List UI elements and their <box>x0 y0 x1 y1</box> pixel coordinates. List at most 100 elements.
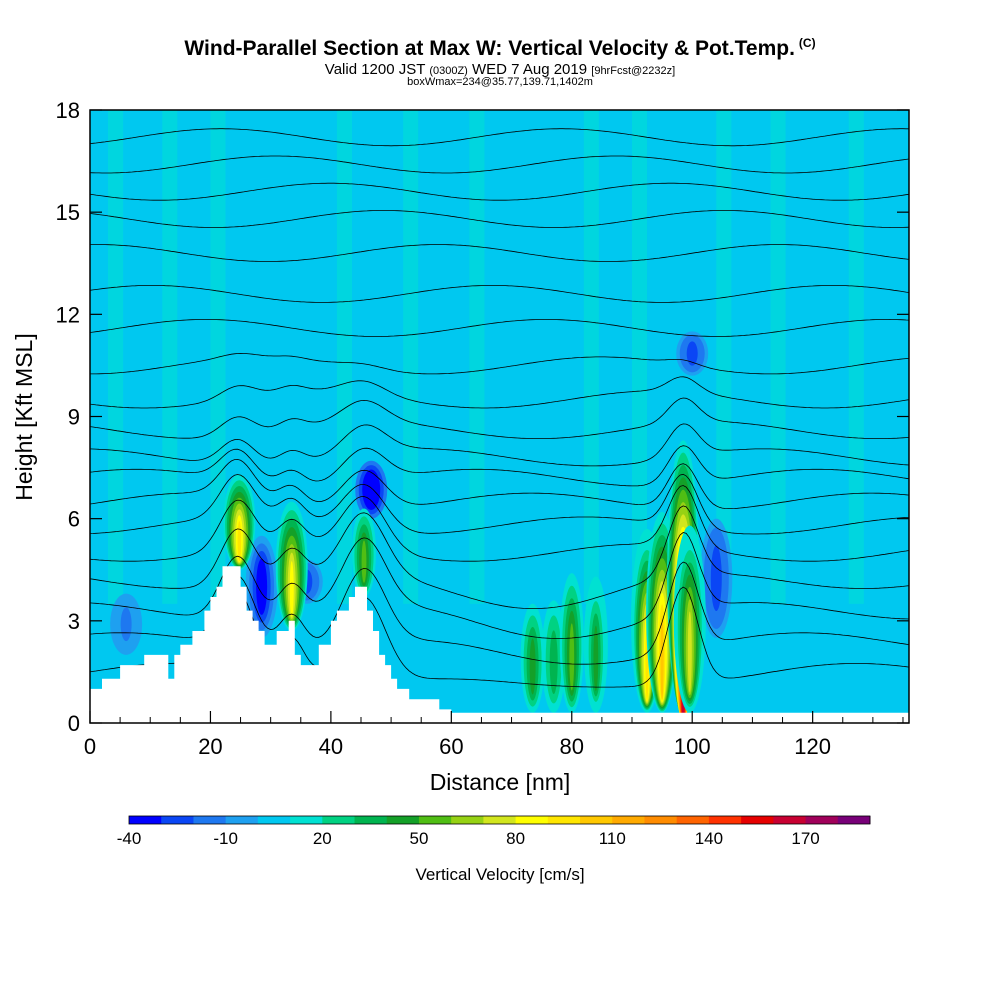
chart-title-suffix: (C) <box>798 36 816 50</box>
y-tick-label: 3 <box>68 609 80 634</box>
y-tick-label: 6 <box>68 507 80 532</box>
background-streak <box>403 110 419 604</box>
updraft-core <box>361 540 367 583</box>
colorbar-swatch <box>193 816 227 824</box>
theta-contour <box>90 473 909 535</box>
colorbar-swatch <box>547 816 581 824</box>
downdraft-core <box>365 473 377 506</box>
colorbar: -40 -10 20 50 80 110 140 170 <box>117 815 871 848</box>
colorbar-tick-label: 80 <box>506 829 525 848</box>
downdraft-core <box>256 558 268 615</box>
terrain-profile <box>90 566 909 723</box>
colorbar-tick-label: 140 <box>695 829 723 848</box>
updraft-core <box>237 521 242 562</box>
theta-contour <box>90 445 909 487</box>
colorbar-tick-label: -40 <box>117 829 142 848</box>
theta-contour <box>90 285 909 303</box>
theta-contour <box>90 128 909 147</box>
background-streak <box>770 110 786 604</box>
theta-contour <box>90 458 909 509</box>
downdraft-core <box>120 607 132 642</box>
colorbar-swatch <box>837 816 871 824</box>
background-streak <box>336 110 352 604</box>
colorbar-swatch <box>451 816 484 824</box>
background-streak <box>848 110 864 604</box>
colorbar-swatch <box>225 816 259 824</box>
background-streak <box>108 110 124 604</box>
terrain <box>90 566 909 723</box>
downdraft-core <box>686 341 698 366</box>
x-tick-label: 40 <box>319 734 343 759</box>
theta-contour <box>90 485 909 562</box>
colorbar-swatch <box>257 816 291 824</box>
x-axis-title: Distance [nm] <box>430 769 571 795</box>
colorbar-swatch <box>612 816 645 824</box>
updraft-core <box>289 561 294 617</box>
colorbar-frame <box>128 815 871 825</box>
colorbar-swatch <box>644 816 678 824</box>
theta-contour <box>90 352 909 375</box>
chart-title: Wind-Parallel Section at Max W: Vertical… <box>0 36 1000 61</box>
updraft-core <box>569 623 575 691</box>
colorbar-swatch <box>418 816 452 824</box>
theta-contour <box>90 182 909 201</box>
forecast-info: [9hrFcst@2232z] <box>591 65 676 77</box>
colorbar-swatch <box>483 816 517 824</box>
y-tick-label: 12 <box>56 302 80 327</box>
box-wmax-label: boxWmax=234@35.77,139.71,1402m <box>407 76 593 88</box>
updraft-core <box>660 615 664 700</box>
colorbar-tick-label: -10 <box>213 829 238 848</box>
colorbar-swatch <box>290 816 323 824</box>
y-axis-title: Height [Kft MSL] <box>11 333 37 500</box>
colorbar-swatch <box>161 816 194 824</box>
background-streak <box>631 110 648 604</box>
y-tick-label: 15 <box>56 200 80 225</box>
colorbar-swatch <box>676 816 710 824</box>
colorbar-swatch <box>386 816 420 824</box>
theta-contour <box>90 319 909 337</box>
x-tick-label: 0 <box>84 734 96 759</box>
downdraft-core <box>710 545 722 612</box>
colorbar-swatch <box>129 816 162 824</box>
chart-subtitle: Valid 1200 JST (0300Z) WED 7 Aug 2019 [9… <box>0 61 1000 78</box>
colorbar-swatch <box>805 816 839 824</box>
colorbar-swatch <box>773 816 807 824</box>
colorbar-swatch <box>354 816 388 824</box>
valid-date: WED 7 Aug 2019 <box>472 61 588 78</box>
x-tick-label: 100 <box>674 734 711 759</box>
chart-title-text: Wind-Parallel Section at Max W: Vertical… <box>184 37 795 60</box>
updraft-core <box>529 638 536 695</box>
theta-contour <box>90 376 909 409</box>
valid-time: Valid 1200 JST <box>324 61 426 78</box>
colorbar-swatch <box>580 816 613 824</box>
colorbar-title: Vertical Velocity [cm/s] <box>415 865 584 884</box>
background-streak <box>469 110 485 604</box>
theta-contour <box>90 505 909 609</box>
y-tick-label: 9 <box>68 405 80 430</box>
colorbar-tick-label: 20 <box>313 829 332 848</box>
theta-contour <box>90 244 909 262</box>
colorbar-swatch <box>741 816 774 824</box>
colorbar-swatch <box>515 816 549 824</box>
y-tick-label: 18 <box>56 98 80 123</box>
x-tick-label: 20 <box>198 734 222 759</box>
colorbar-swatch <box>322 816 356 824</box>
valid-utc: (0300Z) <box>429 65 468 77</box>
theta-contour <box>90 155 909 174</box>
y-tick-label: 0 <box>68 711 80 736</box>
background-streak <box>162 110 178 604</box>
x-tick-label: 80 <box>560 734 584 759</box>
velocity-field <box>108 110 864 723</box>
colorbar-tick-label: 170 <box>791 829 819 848</box>
theta-contour <box>90 210 909 228</box>
axes: 0 20 40 60 80 100 120 0 3 6 9 12 15 18 <box>56 98 909 759</box>
theta-contour <box>90 397 909 439</box>
theta-contour <box>90 423 909 467</box>
colorbar-tick-label: 110 <box>599 829 626 848</box>
x-tick-label: 120 <box>794 734 831 759</box>
x-tick-label: 60 <box>439 734 463 759</box>
updraft-core <box>687 611 692 693</box>
colorbar-tick-label: 50 <box>409 829 428 848</box>
updraft-core <box>593 625 599 691</box>
